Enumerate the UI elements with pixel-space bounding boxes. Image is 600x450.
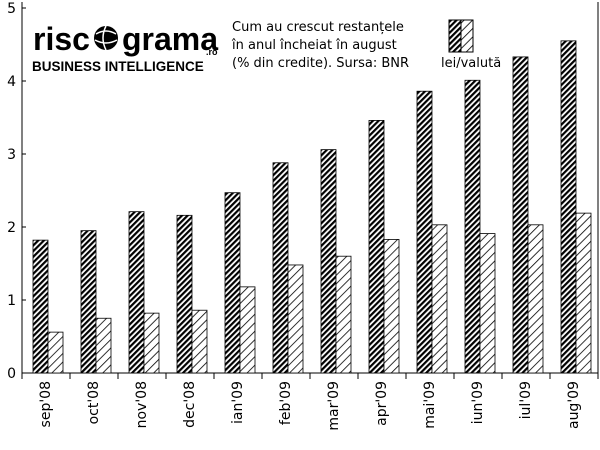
bar-series-1 [224, 192, 241, 374]
y-tick-label: 1 [7, 293, 16, 309]
x-category-label: iul'09 [518, 381, 534, 419]
x-category-label: nov'08 [134, 381, 150, 428]
bar-series-1 [272, 162, 289, 374]
x-category-label: apr'09 [374, 381, 390, 426]
legend-swatch-series-2 [460, 19, 474, 53]
bar-series-1 [80, 230, 97, 374]
logo-wordmark-right: grama [122, 21, 218, 57]
x-category-label: dec'08 [182, 381, 198, 428]
chart-title-line-2: în anul încheiat în august [231, 38, 397, 53]
bar-series-2 [143, 312, 160, 374]
y-tick-label: 4 [7, 74, 16, 90]
y-tick-label: 5 [7, 1, 16, 17]
logo-globe-icon [94, 25, 118, 51]
x-category-label: iun'09 [470, 381, 486, 424]
legend: lei/valută [441, 19, 501, 71]
bar-series-1 [464, 79, 481, 374]
bar-series-2 [335, 255, 352, 374]
bar-series-2 [527, 224, 544, 374]
bar-series-2 [431, 224, 448, 374]
bar-series-1 [320, 149, 337, 374]
x-category-label: mar'09 [326, 381, 342, 431]
bar-series-2 [479, 233, 496, 374]
bar-series-1 [128, 211, 145, 374]
bar-series-1 [176, 214, 193, 374]
bar-series-2 [287, 264, 304, 374]
bar-series-1 [368, 120, 385, 374]
chart-title: Cum au crescut restanțele în anul închei… [231, 20, 409, 71]
logo-wordmark-left: risc [33, 21, 90, 57]
bar-series-2 [383, 239, 400, 374]
x-category-label: oct'08 [86, 381, 102, 424]
bar-series-2 [191, 309, 208, 374]
bar-series-2 [95, 317, 112, 374]
bar-series-2 [239, 286, 256, 374]
x-category-label: aug'09 [566, 381, 582, 429]
bar-series-2 [47, 331, 64, 374]
x-category-label: mai'09 [422, 381, 438, 429]
chart-title-line-1: Cum au crescut restanțele [232, 20, 404, 35]
legend-swatch-series-1 [448, 19, 462, 53]
y-tick-label: 2 [7, 220, 16, 236]
plot-area: 0 1 2 3 4 5 sep'08 oct'08 nov'08 dec'08 ian'09 feb'… [7, 1, 599, 431]
y-tick-label: 3 [7, 147, 16, 163]
bar-series-1 [32, 239, 49, 374]
bar-series-1 [560, 40, 577, 374]
x-category-label: sep'08 [38, 381, 54, 427]
bar-series-1 [512, 56, 529, 374]
y-tick-label: 0 [7, 366, 16, 382]
logo-suffix: .ro [206, 47, 218, 57]
logo-tagline: BUSINESS INTELLIGENCE [32, 59, 204, 74]
riscograma-logo: risc grama .ro BUSINESS INTELLIGENCE [32, 21, 218, 74]
x-category-label: ian'09 [230, 381, 246, 424]
bar-series-2 [575, 212, 592, 374]
x-category-label: feb'09 [278, 381, 294, 425]
bar-series-1 [416, 90, 433, 374]
chart-title-line-3: (% din credite). Sursa: BNR [232, 56, 409, 71]
legend-label: lei/valută [441, 56, 501, 71]
